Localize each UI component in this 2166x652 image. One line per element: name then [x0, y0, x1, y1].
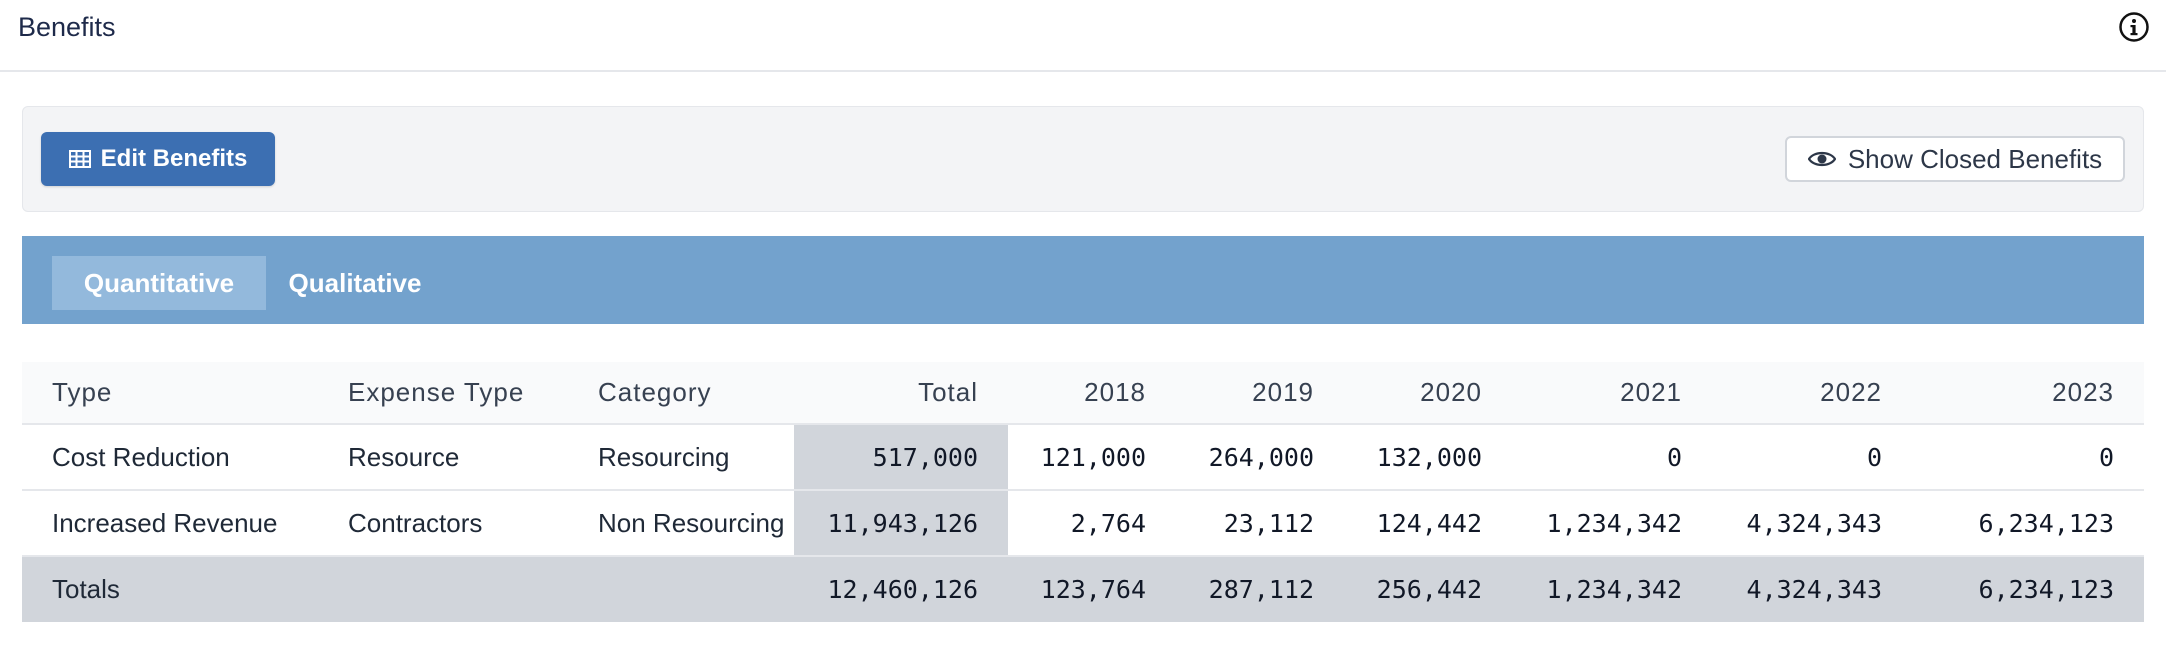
totals-2018: 123,764 — [1040, 575, 1146, 604]
totals-empty — [568, 556, 794, 622]
cell-2020: 124,442 — [1376, 508, 1482, 538]
totals-row: Totals 12,460,126 123,764 287,112 256,44… — [22, 556, 2144, 622]
cell-2022: 0 — [1866, 442, 1882, 472]
table-row[interactable]: Cost Reduction Resource Resourcing 517,0… — [22, 424, 2144, 490]
eye-icon — [1807, 151, 1836, 167]
header-total[interactable]: Total — [794, 362, 1008, 425]
info-circle-icon[interactable] — [2118, 11, 2150, 43]
totals-2021: 1,234,342 — [1546, 575, 1682, 604]
edit-benefits-label: Edit Benefits — [100, 145, 248, 172]
table-row[interactable]: Increased Revenue Contractors Non Resour… — [22, 490, 2144, 556]
table-header-row: Type Expense Type Category Total 2018 20… — [22, 362, 2144, 425]
page-title: Benefits — [18, 12, 116, 42]
cell-expense-type: Contractors — [348, 507, 483, 538]
cell-2023: 6,234,123 — [1978, 508, 2114, 538]
totals-2020: 256,442 — [1376, 575, 1482, 604]
totals-total: 12,460,126 — [827, 575, 978, 604]
cell-2022: 4,324,343 — [1746, 508, 1882, 538]
cell-category: Non Resourcing — [598, 507, 785, 538]
page-header: Benefits — [0, 0, 2166, 72]
cell-total: 11,943,126 — [794, 490, 1008, 556]
cell-2019: 23,112 — [1223, 508, 1314, 538]
edit-benefits-button[interactable]: Edit Benefits — [41, 132, 275, 186]
cell-total: 517,000 — [794, 424, 1008, 490]
header-2021[interactable]: 2021 — [1512, 362, 1712, 425]
header-category[interactable]: Category — [568, 362, 794, 425]
cell-2018: 121,000 — [1040, 442, 1146, 472]
benefit-type-tabs: Quantitative Qualitative — [22, 236, 2144, 324]
show-closed-benefits-label: Show Closed Benefits — [1847, 143, 2103, 174]
table-icon — [68, 150, 91, 168]
cell-type: Cost Reduction — [52, 441, 230, 472]
benefits-toolbar: Edit Benefits Show Closed Benefits — [22, 106, 2144, 212]
cell-2019: 264,000 — [1208, 442, 1314, 472]
cell-2021: 1,234,342 — [1546, 508, 1682, 538]
header-type[interactable]: Type — [22, 362, 318, 425]
header-expense-type[interactable]: Expense Type — [318, 362, 568, 425]
cell-2020: 132,000 — [1376, 442, 1482, 472]
tab-qualitative[interactable]: Qualitative — [288, 268, 422, 298]
totals-2022: 4,324,343 — [1746, 575, 1882, 604]
totals-empty — [318, 556, 568, 622]
tab-quantitative[interactable]: Quantitative — [52, 256, 266, 310]
totals-2023: 6,234,123 — [1978, 575, 2114, 604]
header-2022[interactable]: 2022 — [1712, 362, 1912, 425]
cell-2023: 0 — [2098, 442, 2114, 472]
cell-expense-type: Resource — [348, 441, 460, 472]
totals-label: Totals — [52, 574, 120, 604]
cell-2018: 2,764 — [1070, 508, 1146, 538]
cell-category: Resourcing — [598, 441, 730, 472]
cell-type: Increased Revenue — [52, 507, 278, 538]
header-2023[interactable]: 2023 — [1912, 362, 2144, 425]
benefits-table: Type Expense Type Category Total 2018 20… — [22, 362, 2144, 622]
header-2018[interactable]: 2018 — [1008, 362, 1176, 425]
show-closed-benefits-button[interactable]: Show Closed Benefits — [1785, 136, 2125, 182]
header-2019[interactable]: 2019 — [1176, 362, 1344, 425]
header-2020[interactable]: 2020 — [1344, 362, 1512, 425]
cell-2021: 0 — [1666, 442, 1682, 472]
totals-2019: 287,112 — [1208, 575, 1314, 604]
